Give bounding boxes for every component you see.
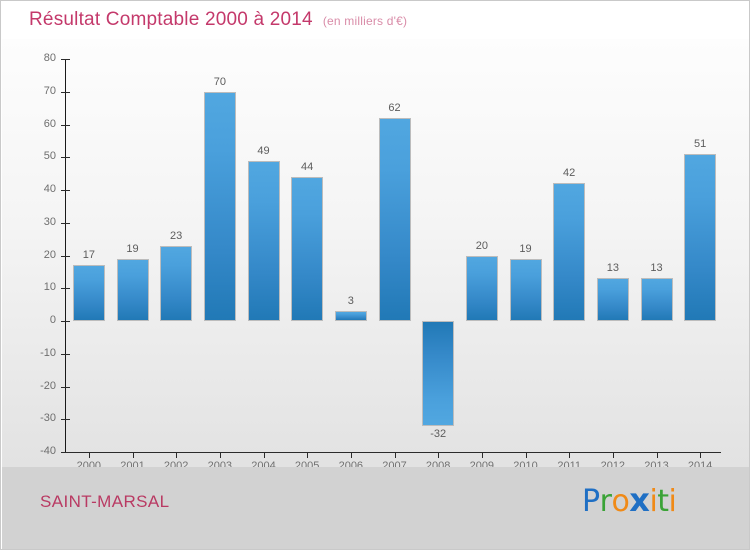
y-axis-label: 70 xyxy=(43,84,56,97)
chart-plot-area: 80 70 60 50 40 30 20 10 0 -10 -20 -30 -40 2000 2001 20… xyxy=(2,39,749,472)
bar[interactable] xyxy=(553,183,586,321)
y-axis-label: 60 xyxy=(43,117,56,130)
bar-value-label: 20 xyxy=(475,239,488,252)
bar-value-label: 62 xyxy=(388,101,401,114)
bar[interactable] xyxy=(247,160,280,321)
bar-value-label: 19 xyxy=(519,242,532,255)
y-axis-tick xyxy=(61,222,70,224)
bar[interactable] xyxy=(422,321,455,426)
x-axis-tick xyxy=(350,452,352,458)
bar[interactable] xyxy=(160,245,193,321)
y-axis-tick xyxy=(61,190,70,191)
x-axis-tick xyxy=(219,452,221,458)
bar-value-label: -32 xyxy=(430,427,447,440)
x-axis-line xyxy=(65,452,721,453)
proxiti-logo: Proxiti xyxy=(582,481,677,519)
y-axis-tick xyxy=(61,157,70,159)
logo-letter: i xyxy=(649,484,658,519)
y-axis-label: 20 xyxy=(43,248,56,261)
bar[interactable] xyxy=(72,265,105,321)
logo-letter: P xyxy=(582,484,600,519)
x-axis-tick xyxy=(700,452,702,458)
bar[interactable] xyxy=(465,255,498,321)
x-axis-tick xyxy=(132,452,134,458)
bar[interactable] xyxy=(378,117,411,321)
bar-value-label: 13 xyxy=(650,262,663,275)
bar[interactable] xyxy=(509,258,542,321)
x-axis-tick xyxy=(612,452,614,458)
y-axis-label: 0 xyxy=(49,314,56,326)
footer: SAINT-MARSAL Proxiti xyxy=(2,467,749,549)
bar-value-label: 17 xyxy=(82,249,95,262)
bar-value-label: 49 xyxy=(257,144,270,157)
y-axis-label: -30 xyxy=(40,412,56,425)
y-axis-tick xyxy=(61,288,70,290)
bar-value-label: 70 xyxy=(213,75,226,88)
bar[interactable] xyxy=(596,278,629,321)
bar-value-label: 3 xyxy=(347,295,354,308)
bar-value-label: 19 xyxy=(126,242,139,255)
bar[interactable] xyxy=(684,153,717,321)
logo-letter: i xyxy=(668,484,677,519)
logo-letter: t xyxy=(657,484,669,519)
y-axis-label: 40 xyxy=(43,183,56,195)
y-axis-label: 80 xyxy=(43,52,56,64)
y-axis-tick xyxy=(61,91,70,93)
y-axis-label: -10 xyxy=(40,346,56,359)
y-axis-label: -40 xyxy=(40,445,56,457)
x-axis-tick xyxy=(88,452,90,458)
x-axis-tick xyxy=(481,452,483,458)
chart-title: Résultat Comptable 2000 à 2014 xyxy=(29,9,313,30)
x-axis-tick xyxy=(307,452,309,458)
logo-letter: x xyxy=(629,481,650,519)
logo-letter: o xyxy=(611,484,630,519)
y-axis-tick xyxy=(61,353,70,355)
commune-name: SAINT-MARSAL xyxy=(40,492,170,511)
bar-value-label: 13 xyxy=(606,262,619,275)
x-axis-tick xyxy=(525,452,527,458)
bar[interactable] xyxy=(291,176,324,321)
y-axis-label: 50 xyxy=(43,150,56,163)
y-axis-tick xyxy=(61,59,70,60)
y-axis-tick xyxy=(61,321,70,322)
x-axis-tick xyxy=(438,452,440,458)
y-axis-label: -20 xyxy=(40,379,56,392)
chart-subtitle: (en milliers d'€) xyxy=(322,14,408,28)
y-axis-tick xyxy=(61,124,70,126)
y-axis-tick xyxy=(61,419,70,421)
y-axis-label: 10 xyxy=(43,281,56,294)
x-axis-tick xyxy=(176,452,178,458)
logo-letter: r xyxy=(599,484,612,519)
bar-value-label: 51 xyxy=(694,137,707,150)
bar-value-label: 44 xyxy=(301,160,314,173)
x-axis-tick xyxy=(656,452,658,458)
y-axis-tick xyxy=(61,452,70,453)
bar[interactable] xyxy=(334,311,367,321)
bar-value-label: 23 xyxy=(170,229,183,242)
x-axis-tick xyxy=(394,452,396,458)
y-axis-tick xyxy=(61,255,70,257)
bar[interactable] xyxy=(116,258,149,321)
page-title: Résultat Comptable 2000 à 2014 (en millie… xyxy=(29,9,729,37)
bar-value-label: 42 xyxy=(563,167,576,180)
y-axis-tick xyxy=(61,386,70,388)
bar[interactable] xyxy=(203,91,236,321)
bar[interactable] xyxy=(640,278,673,321)
x-axis-tick xyxy=(569,452,571,458)
y-axis-label: 30 xyxy=(43,215,56,228)
x-axis-tick xyxy=(263,452,265,458)
